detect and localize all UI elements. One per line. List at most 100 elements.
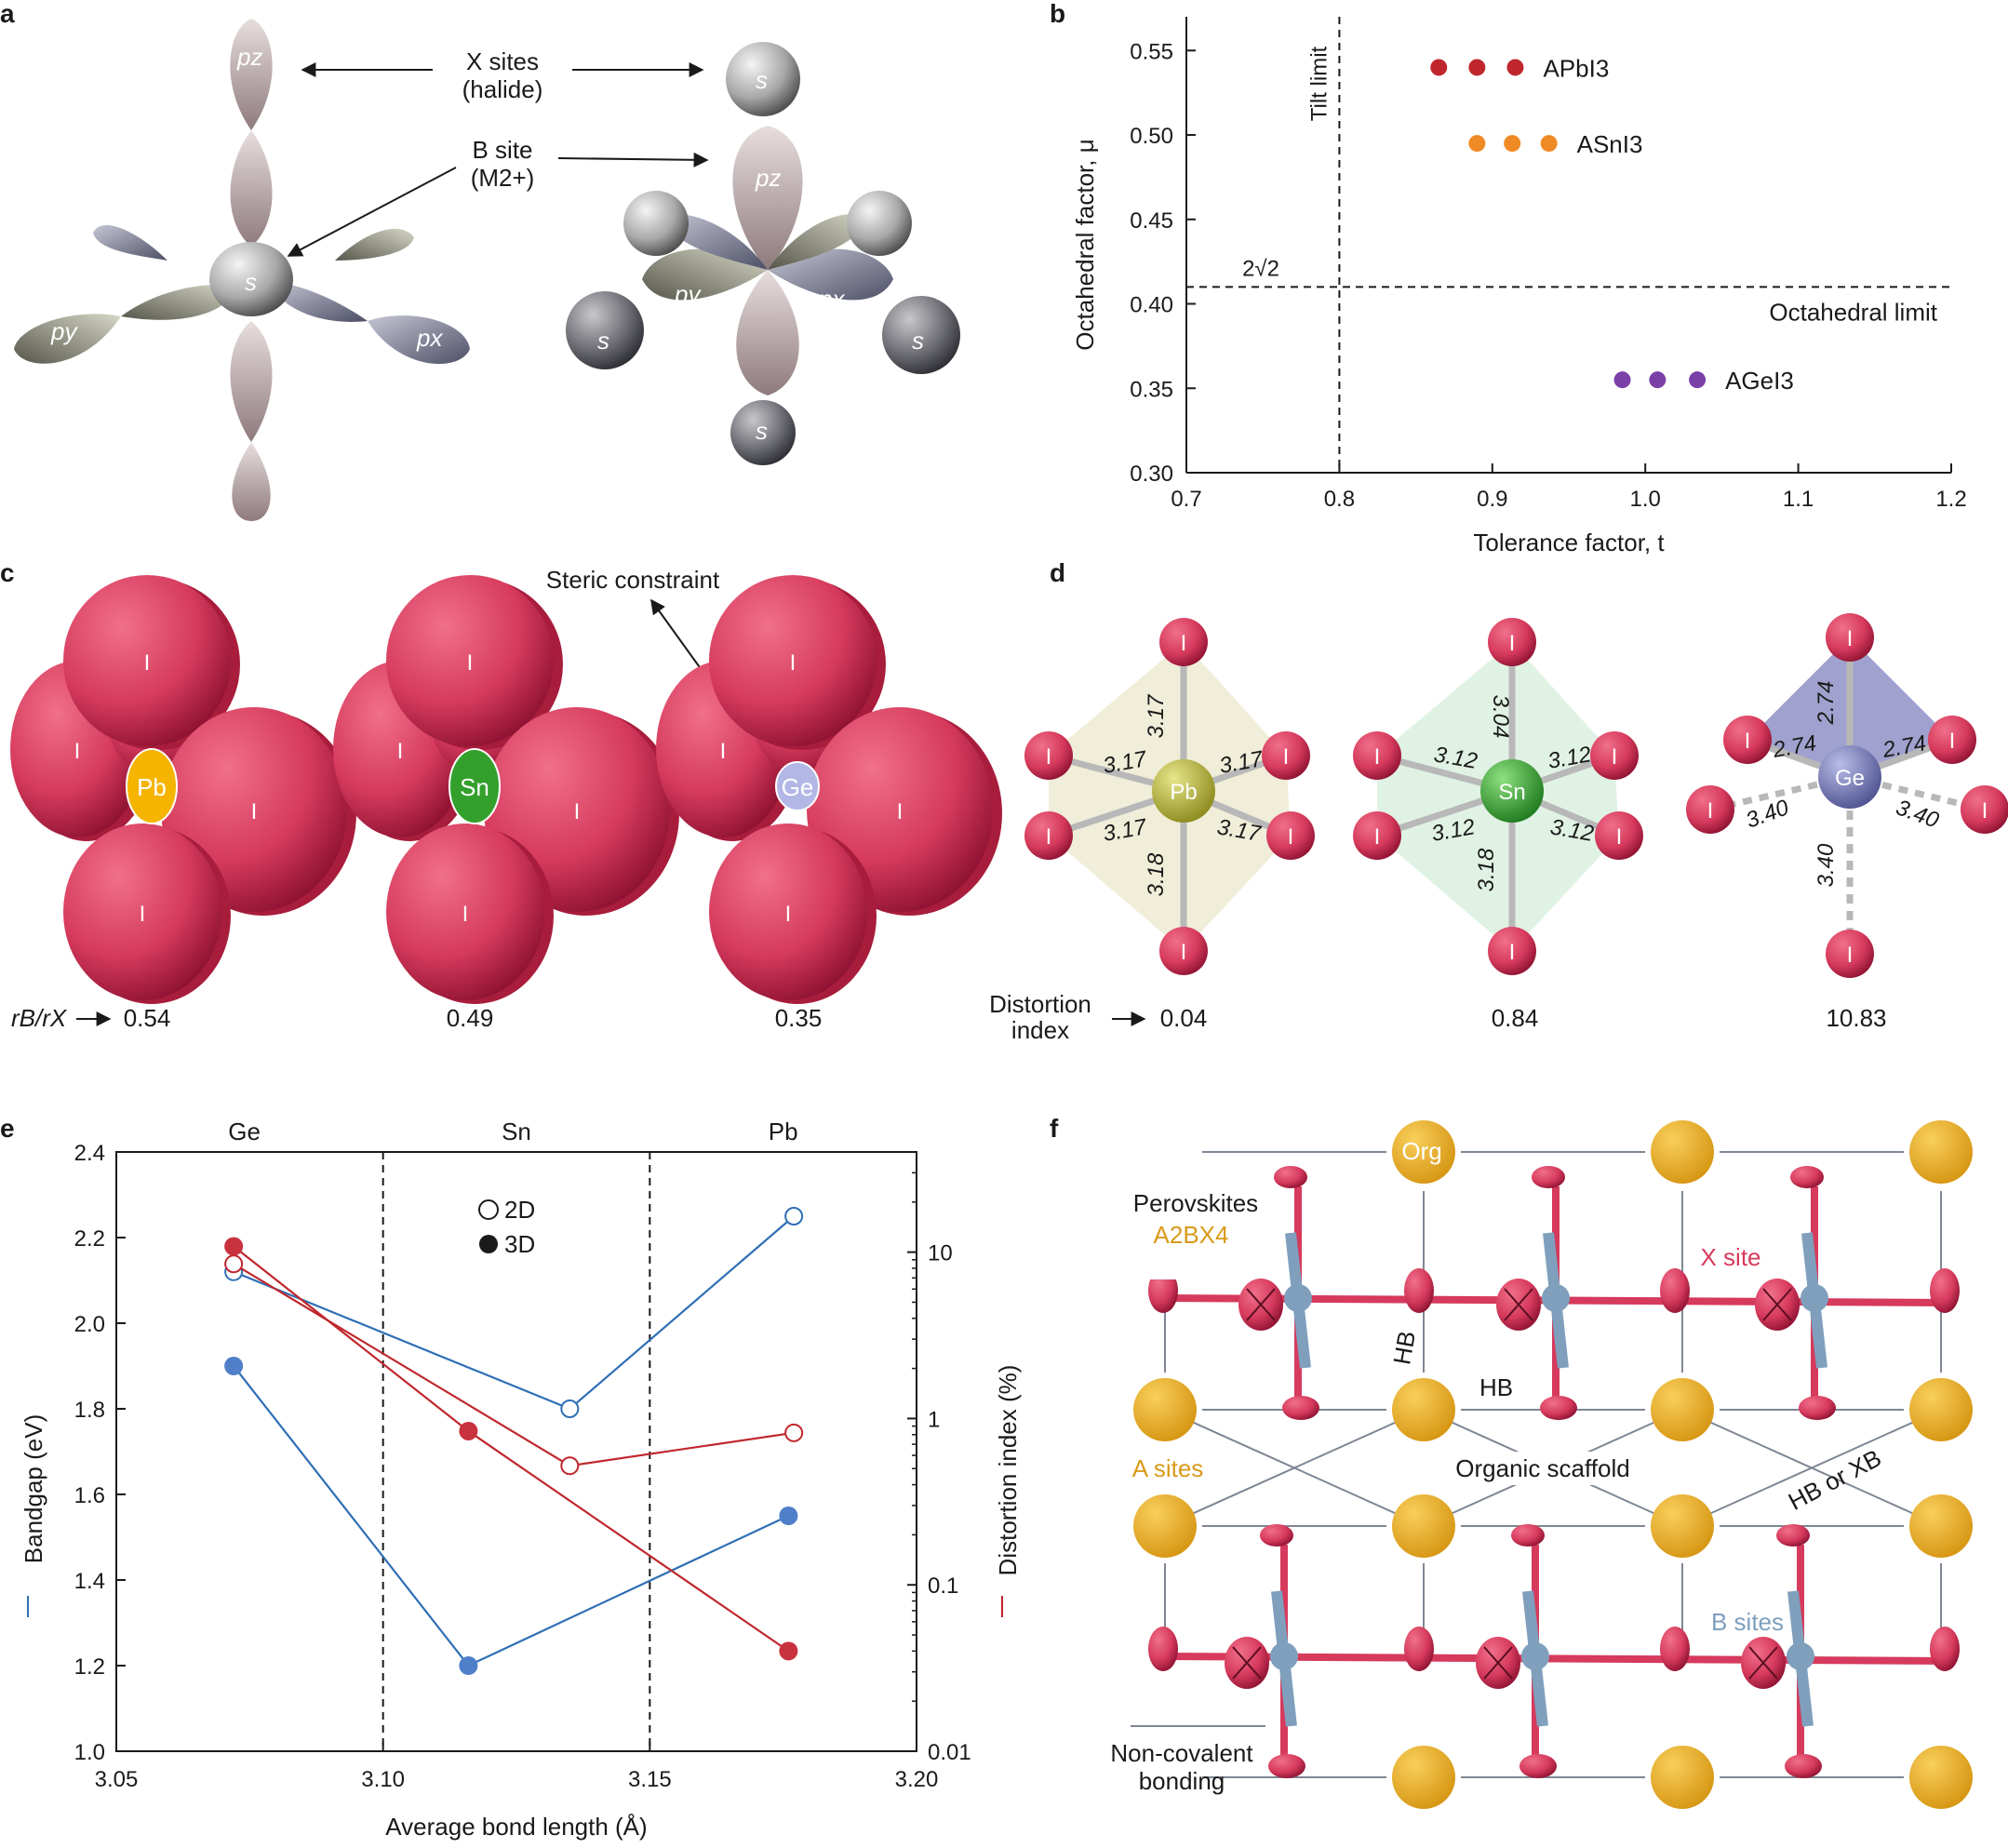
back-lobe-right-2 xyxy=(768,214,870,270)
orbital-diagram-right: s pz py px s s s xyxy=(566,42,960,465)
x-site-atom xyxy=(1268,1754,1305,1778)
px-label-right: px xyxy=(818,285,845,313)
c-structures: IIIIIPbIIIIISnIIIIIGe xyxy=(10,575,1002,1004)
x-site-cross-mark xyxy=(1246,1288,1276,1321)
series-label-agei3: AGeI3 xyxy=(1725,367,1794,395)
a-site-sphere xyxy=(1651,1378,1714,1441)
b-site-atom xyxy=(1521,1642,1549,1670)
bond-label-sn: 3.18 xyxy=(1474,848,1499,891)
panel-a: a pz s py px xyxy=(0,0,960,521)
x-site-atom xyxy=(1282,1396,1319,1420)
x-site-atom xyxy=(1511,1524,1545,1547)
octahedral-limit-label: Octahedral limit xyxy=(1769,298,1937,326)
y-left-axis-label: Bandgap (eV) xyxy=(20,1414,47,1563)
x-site-atom xyxy=(1519,1754,1557,1778)
x-axis-label: Average bond length (Å) xyxy=(385,1813,647,1841)
bond-label-pb: 3.17 xyxy=(1144,693,1169,738)
iodide-label: I xyxy=(467,650,474,676)
point-bandgap-2d xyxy=(560,1399,580,1418)
s-sphere-top xyxy=(726,42,800,116)
a-site-sphere xyxy=(1392,1120,1455,1184)
point-agei3 xyxy=(1613,371,1631,389)
ratio-ge: 0.35 xyxy=(775,1004,823,1032)
center-atom-label: Ge xyxy=(1835,766,1865,791)
y-tick-label: 0.55 xyxy=(1130,39,1173,64)
s-sphere-bottom xyxy=(730,400,796,465)
org-label: Org xyxy=(1401,1137,1441,1165)
point-apbi3 xyxy=(1506,59,1524,76)
y-left-tick-label: 1.2 xyxy=(74,1654,105,1680)
x-site-atom xyxy=(1274,1166,1307,1188)
iodide-atom xyxy=(1024,731,1073,780)
px-lobe-outer xyxy=(368,315,470,365)
scaffold-link xyxy=(1164,1409,1425,1527)
pz-lobe-top xyxy=(230,19,273,130)
steric-label: Steric constraint xyxy=(546,566,720,594)
s-sphere-back-left xyxy=(623,191,689,256)
point-apbi3 xyxy=(1430,59,1448,76)
iodide-label: I xyxy=(462,902,469,927)
s-label-bottom: s xyxy=(756,417,768,445)
panel-f: f Perovskites A2BX4 Org X site HB HB A s… xyxy=(1050,1114,1973,1809)
point-distortion-2d xyxy=(224,1254,244,1274)
x-tick-label: 1.2 xyxy=(1935,487,1966,512)
center-atom-label: Pb xyxy=(137,773,167,801)
iodide-label: I xyxy=(1616,824,1623,850)
x-site-bridging xyxy=(1404,1627,1434,1671)
point-bandgap-3d xyxy=(224,1357,244,1375)
iodide-atom xyxy=(1723,716,1772,764)
perovskite-label-bg xyxy=(1121,1186,1252,1279)
px-lobe-inner xyxy=(270,283,368,322)
x-site-atom xyxy=(1799,1396,1836,1420)
iodide-atom xyxy=(1590,731,1639,780)
legend-3d-marker xyxy=(479,1235,498,1253)
iodide-label: I xyxy=(1982,798,1988,824)
pz-label-right: pz xyxy=(755,164,781,192)
iodide-atom xyxy=(1826,613,1874,662)
iodide-atom xyxy=(1961,785,2008,834)
y-right-axis-label: Distortion index (%) xyxy=(994,1365,1022,1576)
iodide-atom xyxy=(1595,811,1643,860)
a-site-sphere xyxy=(1133,1494,1197,1558)
y-right-tick-label: 1 xyxy=(928,1407,940,1432)
iodide-atom xyxy=(1686,785,1734,834)
center-atom-sn xyxy=(1480,759,1544,823)
disc-bottom xyxy=(386,824,544,1000)
py-lobe-outer xyxy=(14,314,121,364)
arrow-b-left xyxy=(287,167,457,257)
a-site-sphere xyxy=(1651,1120,1714,1184)
py-lobe-right xyxy=(642,248,768,301)
center-atom-pb xyxy=(1152,759,1215,823)
iodide-label: I xyxy=(1847,943,1854,968)
distortion-label-1: Distortion xyxy=(989,990,1091,1018)
formula-label: A2BX4 xyxy=(1154,1221,1229,1249)
x-site-atom xyxy=(1790,1166,1824,1188)
noncovalent-label-2: bonding xyxy=(1139,1767,1225,1795)
x-site-bridging xyxy=(1660,1627,1690,1671)
iodide-atom xyxy=(1262,731,1310,780)
iodide-label: I xyxy=(1181,940,1187,965)
point-bandgap-3d xyxy=(459,1656,478,1675)
panel-d-label: d xyxy=(1050,558,1065,587)
iodide-atom xyxy=(1928,716,1976,764)
s-label-top: s xyxy=(756,66,768,94)
px-label: px xyxy=(416,324,443,352)
arrow-b-right xyxy=(557,152,709,167)
halide-label: (halide) xyxy=(462,75,543,103)
point-agei3 xyxy=(1689,371,1707,389)
py-lobe-inner xyxy=(121,285,237,320)
element-label-ge: Ge xyxy=(228,1118,261,1145)
iodide-atom xyxy=(1488,618,1536,666)
x-tick-label: 1.0 xyxy=(1630,487,1661,512)
scaffold-label-bg xyxy=(1438,1452,1698,1485)
series-line-distortion-3d xyxy=(233,1245,790,1653)
chart-e: 3.05 3.10 3.15 3.20 1.0 1.2 1.4 1.6 1.8 2.0 2.2 2.4… xyxy=(20,1118,1022,1841)
iodide-label: I xyxy=(140,902,146,927)
iodide-label: I xyxy=(720,739,727,764)
b-site-atom xyxy=(1542,1284,1570,1312)
ratio-pb: 0.54 xyxy=(124,1004,171,1032)
x-site-atom xyxy=(1540,1396,1577,1420)
iodide-label: I xyxy=(1949,729,1956,754)
element-label-sn: Sn xyxy=(502,1118,531,1145)
